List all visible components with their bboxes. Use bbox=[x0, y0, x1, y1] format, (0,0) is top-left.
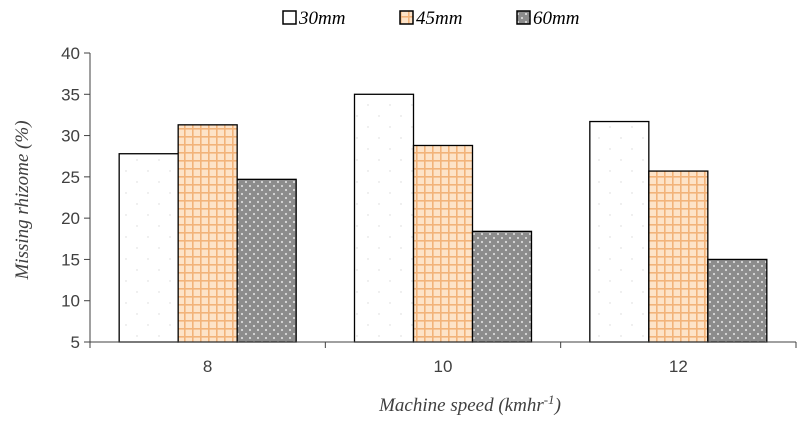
bar-30mm-12 bbox=[589, 120, 650, 343]
x-axis-title-main: Machine speed (kmhr bbox=[378, 395, 544, 416]
y-tick-label: 5 bbox=[71, 333, 80, 352]
x-axis-title-superscript: -1 bbox=[544, 392, 555, 407]
bar-45mm-10 bbox=[412, 144, 474, 343]
x-axis-ticks: 8 10 12 bbox=[89, 342, 797, 376]
legend-swatch-60mm bbox=[516, 10, 531, 25]
legend-label-45mm: 45mm bbox=[416, 8, 462, 29]
y-tick-label: 40 bbox=[61, 44, 80, 63]
bar-45mm-8 bbox=[177, 124, 238, 343]
y-tick-label: 30 bbox=[61, 127, 80, 146]
y-tick-label: 10 bbox=[61, 292, 80, 311]
x-tick-label: 12 bbox=[669, 357, 688, 376]
x-tick-label: 8 bbox=[203, 357, 212, 376]
legend-swatch-30mm bbox=[282, 10, 297, 25]
legend-swatch-45mm bbox=[399, 10, 414, 25]
y-tick-label: 35 bbox=[61, 85, 80, 104]
y-axis-title: Missing rhizome (%) bbox=[12, 120, 33, 280]
y-axis-ticks: 5 10 15 20 25 30 35 40 bbox=[61, 44, 90, 352]
axes bbox=[89, 53, 796, 343]
x-axis-title-suffix: ) bbox=[554, 395, 561, 416]
bar-30mm-10 bbox=[353, 93, 415, 343]
y-tick-label: 20 bbox=[61, 209, 80, 228]
x-axis-title: Machine speed (kmhr-1) bbox=[378, 392, 561, 416]
bar-60mm-10 bbox=[471, 230, 533, 343]
bars bbox=[118, 93, 768, 343]
x-tick-label: 10 bbox=[434, 357, 453, 376]
bar-60mm-12 bbox=[707, 258, 768, 343]
legend: 30mm 45mm 60mm bbox=[282, 8, 579, 29]
bar-60mm-8 bbox=[236, 178, 297, 343]
y-tick-label: 25 bbox=[61, 168, 80, 187]
legend-label-30mm: 30mm bbox=[298, 8, 345, 29]
bar-30mm-8 bbox=[118, 153, 179, 343]
legend-label-60mm: 60mm bbox=[533, 8, 579, 29]
y-tick-label: 15 bbox=[61, 250, 80, 269]
bar-45mm-12 bbox=[648, 170, 709, 343]
